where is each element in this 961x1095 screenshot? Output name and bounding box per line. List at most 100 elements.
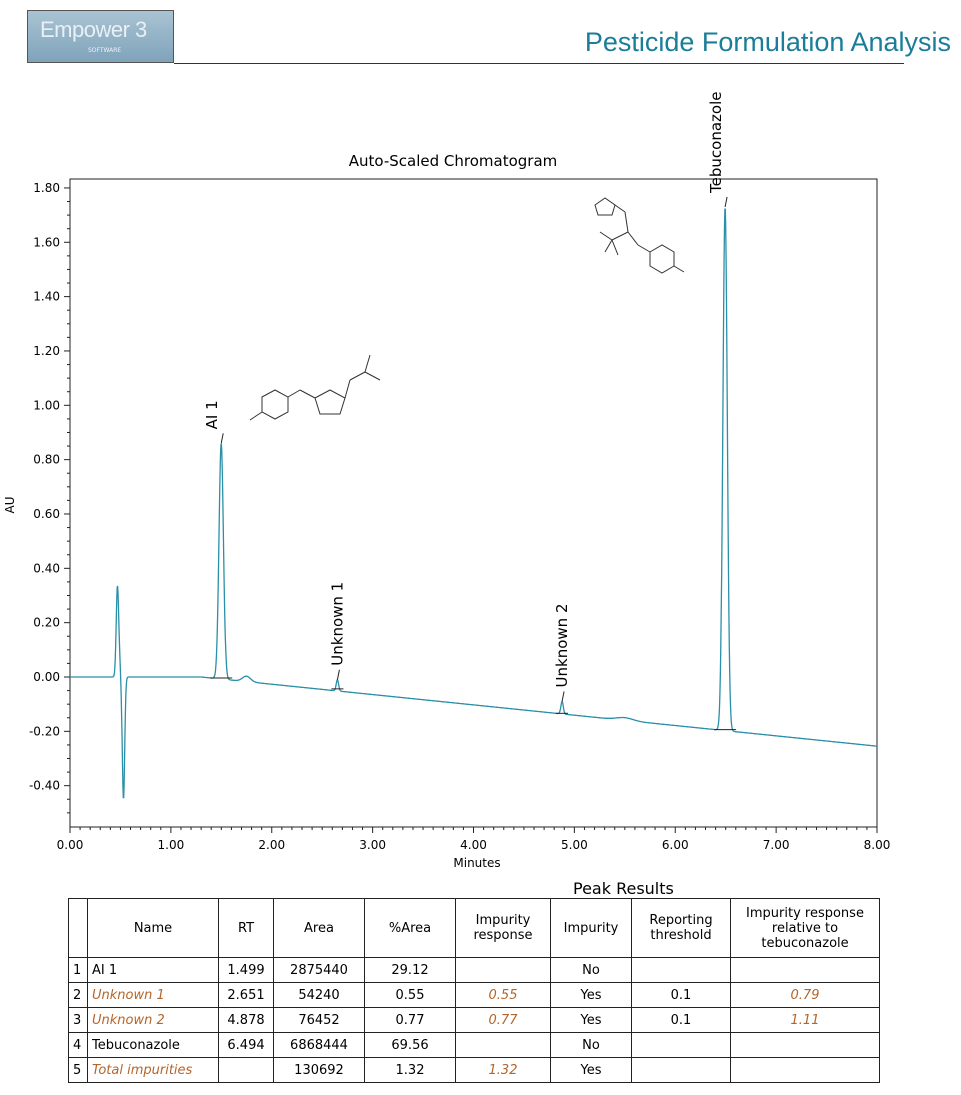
table-cell: Yes bbox=[550, 1007, 632, 1033]
table-cell: 29.12 bbox=[364, 957, 456, 983]
table-cell: 1.32 bbox=[364, 1057, 456, 1083]
chart-title: Auto-Scaled Chromatogram bbox=[349, 152, 558, 170]
table-cell bbox=[730, 1032, 880, 1058]
table-cell: 130692 bbox=[273, 1057, 365, 1083]
x-tick-label: 3.00 bbox=[359, 838, 386, 852]
peak-label: Unknown 1 bbox=[328, 582, 346, 666]
table-cell: 1.32 bbox=[455, 1057, 551, 1083]
y-tick-label: 1.00 bbox=[33, 398, 60, 412]
table-row: 3 Unknown 2 4.878 76452 0.77 0.77 Yes 0.1 1.11 bbox=[68, 1007, 880, 1033]
column-header: Impurity response bbox=[455, 898, 551, 958]
y-tick-label: 1.40 bbox=[33, 290, 60, 304]
y-tick-label: 1.20 bbox=[33, 344, 60, 358]
table-cell: No bbox=[550, 957, 632, 983]
table-cell bbox=[730, 1057, 880, 1083]
logo-subtext: SOFTWARE bbox=[88, 47, 122, 54]
table-cell: 2 bbox=[68, 982, 88, 1008]
x-tick-label: 4.00 bbox=[460, 838, 487, 852]
x-tick-label: 2.00 bbox=[258, 838, 285, 852]
table-cell bbox=[455, 957, 551, 983]
table-row: 1 AI 1 1.499 2875440 29.12 No bbox=[68, 957, 880, 983]
table-cell: 0.1 bbox=[631, 1007, 731, 1033]
table-cell: 4.878 bbox=[218, 1007, 274, 1033]
peak-label: AI 1 bbox=[203, 400, 221, 429]
table-row: 4 Tebuconazole 6.494 6868444 69.56 No bbox=[68, 1032, 880, 1058]
column-header: Name bbox=[87, 898, 219, 958]
table-cell: 76452 bbox=[273, 1007, 365, 1033]
table-cell: Unknown 2 bbox=[87, 1007, 219, 1033]
peak-marker bbox=[336, 669, 340, 680]
ai1-structure bbox=[249, 354, 381, 421]
empower-logo: Empower 3 SOFTWARE bbox=[27, 10, 174, 63]
table-cell: 1.11 bbox=[730, 1007, 880, 1033]
table-cell: 0.1 bbox=[631, 982, 731, 1008]
y-tick-label: 0.60 bbox=[33, 507, 60, 521]
peak-marker bbox=[561, 691, 565, 702]
peak-results-table: Name RT Area %Area Impurity response Impurity… bbox=[68, 898, 880, 1083]
y-tick-label: 0.80 bbox=[33, 453, 60, 467]
y-tick-label: 1.80 bbox=[33, 181, 60, 195]
table-cell: 5 bbox=[68, 1057, 88, 1083]
table-cell: 1.499 bbox=[218, 957, 274, 983]
peak-marker bbox=[724, 196, 728, 208]
table-cell: Tebuconazole bbox=[87, 1032, 219, 1058]
x-axis-label: Minutes bbox=[453, 856, 500, 870]
y-tick-label: 0.20 bbox=[33, 616, 60, 630]
logo-text: Empower 3 bbox=[40, 17, 147, 42]
x-tick-label: 8.00 bbox=[864, 838, 891, 852]
chromatogram-trace bbox=[70, 208, 878, 799]
table-cell bbox=[455, 1032, 551, 1058]
table-cell: 6868444 bbox=[273, 1032, 365, 1058]
table-cell bbox=[631, 1057, 731, 1083]
peak-marker bbox=[220, 433, 224, 444]
tebuconazole-structure bbox=[594, 197, 685, 274]
table-cell: 4 bbox=[68, 1032, 88, 1058]
header-divider bbox=[174, 63, 904, 64]
table-cell: 6.494 bbox=[218, 1032, 274, 1058]
table-cell: 0.55 bbox=[455, 982, 551, 1008]
x-tick-label: 5.00 bbox=[561, 838, 588, 852]
y-tick-label: 1.60 bbox=[33, 235, 60, 249]
table-cell: 2.651 bbox=[218, 982, 274, 1008]
column-header: %Area bbox=[364, 898, 456, 958]
x-tick-label: 1.00 bbox=[158, 838, 185, 852]
column-header: Area bbox=[273, 898, 365, 958]
table-cell: 0.79 bbox=[730, 982, 880, 1008]
plot-frame bbox=[69, 178, 878, 828]
table-cell: 1 bbox=[68, 957, 88, 983]
table-cell: 54240 bbox=[273, 982, 365, 1008]
table-cell bbox=[218, 1057, 274, 1083]
table-cell bbox=[631, 1032, 731, 1058]
table-cell: 69.56 bbox=[364, 1032, 456, 1058]
y-tick-label: 0.00 bbox=[33, 670, 60, 684]
table-row: 2 Unknown 1 2.651 54240 0.55 0.55 Yes 0.1 0.79 bbox=[68, 982, 880, 1008]
y-tick-label: 0.40 bbox=[33, 561, 60, 575]
peak-label: Tebuconazole bbox=[707, 92, 725, 194]
column-header: Impurity bbox=[550, 898, 632, 958]
table-cell: 0.55 bbox=[364, 982, 456, 1008]
column-header: Reporting threshold bbox=[631, 898, 731, 958]
y-tick-label: -0.40 bbox=[29, 779, 60, 793]
table-cell: 0.77 bbox=[455, 1007, 551, 1033]
table-cell: No bbox=[550, 1032, 632, 1058]
table-cell: 0.77 bbox=[364, 1007, 456, 1033]
table-cell bbox=[631, 957, 731, 983]
table-title: Peak Results bbox=[573, 879, 674, 898]
table-cell bbox=[730, 957, 880, 983]
table-cell: Yes bbox=[550, 982, 632, 1008]
table-cell: 2875440 bbox=[273, 957, 365, 983]
peak-label: Unknown 2 bbox=[553, 603, 571, 687]
column-header bbox=[68, 898, 88, 958]
table-cell: 3 bbox=[68, 1007, 88, 1033]
report-title: Pesticide Formulation Analysis bbox=[584, 27, 951, 57]
x-tick-label: 7.00 bbox=[763, 838, 790, 852]
table-cell: Unknown 1 bbox=[87, 982, 219, 1008]
y-tick-label: -0.20 bbox=[29, 724, 60, 738]
table-cell: Total impurities bbox=[87, 1057, 219, 1083]
chromatogram-chart: Auto-Scaled Chromatogram -0.40 -0.20 0.00 0… bbox=[3, 92, 891, 870]
column-header: Impurity response relative to tebuconazo… bbox=[730, 898, 880, 958]
table-cell: AI 1 bbox=[87, 957, 219, 983]
y-axis-label: AU bbox=[3, 497, 17, 514]
column-header: RT bbox=[218, 898, 274, 958]
table-cell: Yes bbox=[550, 1057, 632, 1083]
